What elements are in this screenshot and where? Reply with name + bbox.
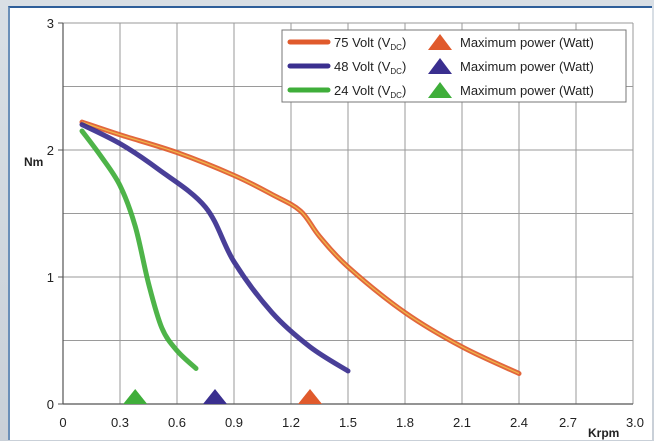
x-tick-label: 3.0 (626, 415, 644, 430)
y-axis-label: Nm (24, 155, 43, 169)
legend-marker-label: Maximum power (Watt) (460, 83, 594, 98)
series-24v-line (79, 128, 199, 371)
x-tick-label: 1.2 (282, 415, 300, 430)
legend-marker-48v (428, 58, 452, 74)
x-tick-label: 0.9 (225, 415, 243, 430)
x-axis-label: Krpm (588, 426, 619, 440)
legend-marker-label: Maximum power (Watt) (460, 35, 594, 50)
y-tick-labels: 0 1 2 3 (47, 16, 54, 412)
x-tick-label: 1.8 (396, 415, 414, 430)
legend: 75 Volt (VDC) Maximum power (Watt) 48 Volt… (281, 29, 627, 103)
x-tick-label: 0.3 (111, 415, 129, 430)
x-tick-label: 1.5 (339, 415, 357, 430)
x-tick-label: 0 (59, 415, 66, 430)
max-power-marker-75v (298, 389, 322, 404)
legend-box (281, 29, 627, 103)
x-tick-labels: 0 0.3 0.6 0.9 1.2 1.5 1.8 2.1 2.4 2.7 3.0 (59, 415, 644, 430)
legend-marker-24v (428, 82, 452, 98)
y-tick-label: 3 (47, 16, 54, 31)
y-tick-label: 1 (47, 270, 54, 285)
y-tick-label: 0 (47, 397, 54, 412)
max-power-marker-48v (203, 389, 227, 404)
x-tick-label: 2.4 (510, 415, 528, 430)
legend-marker-75v (428, 34, 452, 50)
legend-marker-label: Maximum power (Watt) (460, 59, 594, 74)
series-75v-highlight (81, 121, 520, 375)
x-tick-label: 2.7 (559, 415, 577, 430)
x-tick-label: 2.1 (453, 415, 471, 430)
max-power-markers (123, 389, 322, 404)
axes (58, 22, 633, 405)
y-tick-label: 2 (47, 143, 54, 158)
legend-entry-48v: 48 Volt (VDC) (334, 59, 406, 76)
x-tick-label: 0.6 (168, 415, 186, 430)
series-48v-line (79, 122, 351, 374)
series-lines (79, 119, 522, 377)
legend-entry-75v: 75 Volt (VDC) (334, 35, 406, 52)
max-power-marker-24v (123, 389, 148, 404)
legend-entry-24v: 24 Volt (VDC) (334, 83, 406, 100)
